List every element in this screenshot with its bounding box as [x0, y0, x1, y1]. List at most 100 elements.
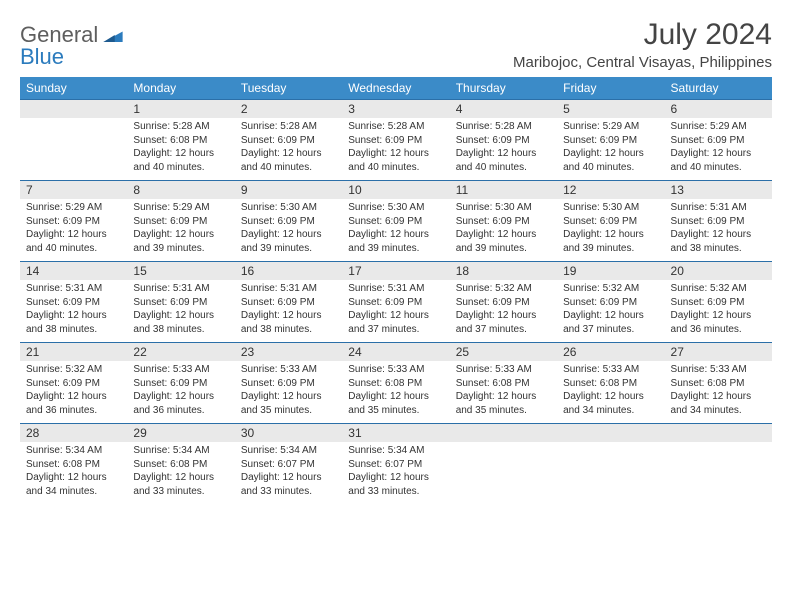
day-number: 3	[342, 100, 449, 119]
day-number: 15	[127, 262, 234, 281]
day-cell: Sunrise: 5:33 AMSunset: 6:08 PMDaylight:…	[665, 361, 772, 424]
day-cell: Sunrise: 5:30 AMSunset: 6:09 PMDaylight:…	[235, 199, 342, 262]
daylight-line: Daylight: 12 hours and 37 minutes.	[456, 309, 551, 336]
day-cell: Sunrise: 5:29 AMSunset: 6:09 PMDaylight:…	[20, 199, 127, 262]
daylight-line: Daylight: 12 hours and 34 minutes.	[26, 471, 121, 498]
location: Maribojoc, Central Visayas, Philippines	[513, 54, 772, 71]
calendar-table: SundayMondayTuesdayWednesdayThursdayFrid…	[20, 77, 772, 504]
day-cell: Sunrise: 5:30 AMSunset: 6:09 PMDaylight:…	[342, 199, 449, 262]
weekday-header: Tuesday	[235, 77, 342, 100]
daylight-line: Daylight: 12 hours and 35 minutes.	[456, 390, 551, 417]
weekday-header: Friday	[557, 77, 664, 100]
day-number: 25	[450, 343, 557, 362]
sunrise-line: Sunrise: 5:34 AM	[241, 444, 336, 458]
daylight-line: Daylight: 12 hours and 40 minutes.	[456, 147, 551, 174]
day-number: 22	[127, 343, 234, 362]
day-content-row: Sunrise: 5:32 AMSunset: 6:09 PMDaylight:…	[20, 361, 772, 424]
sunset-line: Sunset: 6:09 PM	[348, 215, 443, 229]
sunrise-line: Sunrise: 5:31 AM	[348, 282, 443, 296]
sunset-line: Sunset: 6:09 PM	[456, 296, 551, 310]
sunset-line: Sunset: 6:09 PM	[456, 215, 551, 229]
logo-icon	[100, 22, 123, 48]
sunset-line: Sunset: 6:08 PM	[563, 377, 658, 391]
day-cell: Sunrise: 5:33 AMSunset: 6:08 PMDaylight:…	[342, 361, 449, 424]
sunset-line: Sunset: 6:09 PM	[563, 134, 658, 148]
day-cell: Sunrise: 5:34 AMSunset: 6:08 PMDaylight:…	[127, 442, 234, 504]
day-number: 12	[557, 181, 664, 200]
title-block: July 2024 Maribojoc, Central Visayas, Ph…	[513, 18, 772, 71]
sunrise-line: Sunrise: 5:33 AM	[456, 363, 551, 377]
day-cell: Sunrise: 5:31 AMSunset: 6:09 PMDaylight:…	[20, 280, 127, 343]
day-number: 10	[342, 181, 449, 200]
day-content-row: Sunrise: 5:34 AMSunset: 6:08 PMDaylight:…	[20, 442, 772, 504]
daylight-line: Daylight: 12 hours and 39 minutes.	[133, 228, 228, 255]
sunset-line: Sunset: 6:09 PM	[348, 296, 443, 310]
day-number: 6	[665, 100, 772, 119]
day-cell: Sunrise: 5:29 AMSunset: 6:09 PMDaylight:…	[665, 118, 772, 181]
daylight-line: Daylight: 12 hours and 38 minutes.	[671, 228, 766, 255]
daylight-line: Daylight: 12 hours and 35 minutes.	[348, 390, 443, 417]
day-number: 9	[235, 181, 342, 200]
sunrise-line: Sunrise: 5:34 AM	[133, 444, 228, 458]
sunset-line: Sunset: 6:08 PM	[133, 458, 228, 472]
sunrise-line: Sunrise: 5:33 AM	[563, 363, 658, 377]
weekday-header: Thursday	[450, 77, 557, 100]
weekday-header: Sunday	[20, 77, 127, 100]
sunset-line: Sunset: 6:09 PM	[671, 134, 766, 148]
day-number: 11	[450, 181, 557, 200]
sunrise-line: Sunrise: 5:31 AM	[241, 282, 336, 296]
day-number	[20, 100, 127, 119]
sunrise-line: Sunrise: 5:29 AM	[671, 120, 766, 134]
day-number: 30	[235, 424, 342, 443]
sunset-line: Sunset: 6:09 PM	[241, 134, 336, 148]
daylight-line: Daylight: 12 hours and 40 minutes.	[348, 147, 443, 174]
daylight-line: Daylight: 12 hours and 33 minutes.	[348, 471, 443, 498]
sunset-line: Sunset: 6:09 PM	[348, 134, 443, 148]
day-cell: Sunrise: 5:28 AMSunset: 6:09 PMDaylight:…	[235, 118, 342, 181]
daylight-line: Daylight: 12 hours and 40 minutes.	[26, 228, 121, 255]
day-cell: Sunrise: 5:32 AMSunset: 6:09 PMDaylight:…	[557, 280, 664, 343]
sunrise-line: Sunrise: 5:32 AM	[26, 363, 121, 377]
day-cell	[665, 442, 772, 504]
sunset-line: Sunset: 6:09 PM	[241, 296, 336, 310]
day-number: 1	[127, 100, 234, 119]
day-cell: Sunrise: 5:31 AMSunset: 6:09 PMDaylight:…	[127, 280, 234, 343]
day-cell	[20, 118, 127, 181]
sunrise-line: Sunrise: 5:34 AM	[26, 444, 121, 458]
day-number: 27	[665, 343, 772, 362]
weekday-header: Monday	[127, 77, 234, 100]
logo: GeneralBlue	[20, 22, 123, 70]
sunrise-line: Sunrise: 5:33 AM	[241, 363, 336, 377]
day-number	[450, 424, 557, 443]
daylight-line: Daylight: 12 hours and 36 minutes.	[671, 309, 766, 336]
sunset-line: Sunset: 6:09 PM	[456, 134, 551, 148]
sunset-line: Sunset: 6:09 PM	[563, 296, 658, 310]
sunset-line: Sunset: 6:07 PM	[348, 458, 443, 472]
daylight-line: Daylight: 12 hours and 38 minutes.	[241, 309, 336, 336]
daylight-line: Daylight: 12 hours and 35 minutes.	[241, 390, 336, 417]
day-cell: Sunrise: 5:31 AMSunset: 6:09 PMDaylight:…	[235, 280, 342, 343]
sunrise-line: Sunrise: 5:32 AM	[671, 282, 766, 296]
daylight-line: Daylight: 12 hours and 40 minutes.	[671, 147, 766, 174]
day-content-row: Sunrise: 5:29 AMSunset: 6:09 PMDaylight:…	[20, 199, 772, 262]
sunset-line: Sunset: 6:09 PM	[26, 215, 121, 229]
day-number-row: 78910111213	[20, 181, 772, 200]
day-cell: Sunrise: 5:33 AMSunset: 6:09 PMDaylight:…	[235, 361, 342, 424]
sunrise-line: Sunrise: 5:28 AM	[348, 120, 443, 134]
daylight-line: Daylight: 12 hours and 39 minutes.	[348, 228, 443, 255]
day-number: 4	[450, 100, 557, 119]
sunrise-line: Sunrise: 5:31 AM	[133, 282, 228, 296]
day-number: 29	[127, 424, 234, 443]
day-number: 18	[450, 262, 557, 281]
daylight-line: Daylight: 12 hours and 33 minutes.	[241, 471, 336, 498]
daylight-line: Daylight: 12 hours and 37 minutes.	[348, 309, 443, 336]
sunrise-line: Sunrise: 5:31 AM	[671, 201, 766, 215]
sunset-line: Sunset: 6:09 PM	[671, 296, 766, 310]
sunrise-line: Sunrise: 5:29 AM	[563, 120, 658, 134]
daylight-line: Daylight: 12 hours and 38 minutes.	[133, 309, 228, 336]
sunrise-line: Sunrise: 5:30 AM	[456, 201, 551, 215]
day-number: 31	[342, 424, 449, 443]
day-cell: Sunrise: 5:30 AMSunset: 6:09 PMDaylight:…	[450, 199, 557, 262]
sunrise-line: Sunrise: 5:31 AM	[26, 282, 121, 296]
day-cell: Sunrise: 5:29 AMSunset: 6:09 PMDaylight:…	[557, 118, 664, 181]
